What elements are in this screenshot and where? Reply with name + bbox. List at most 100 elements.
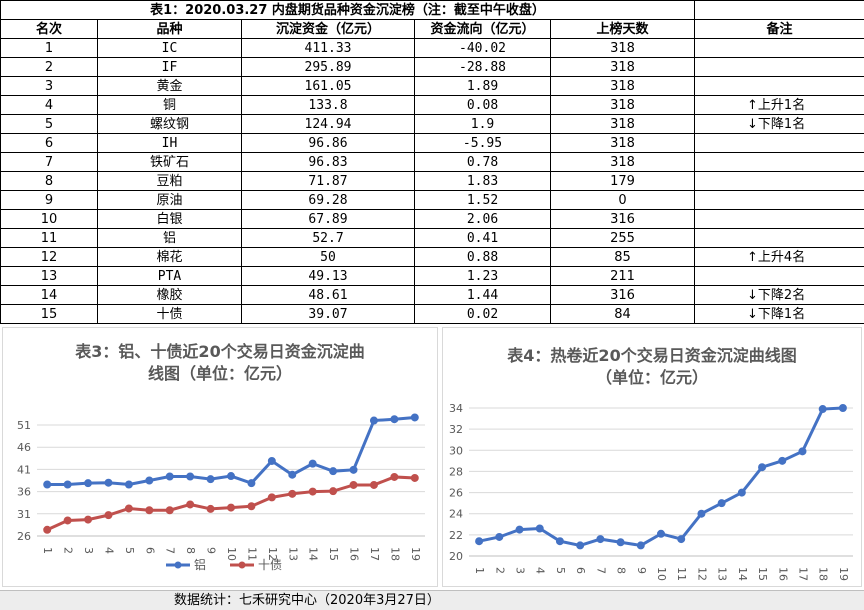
data-point <box>268 457 275 464</box>
y-tick-label: 31 <box>17 508 31 521</box>
data-point <box>309 488 316 495</box>
x-tick-label: 18 <box>817 567 830 581</box>
data-point <box>819 406 826 413</box>
x-tick-label: 8 <box>615 567 628 574</box>
fund-cell: 52.7 <box>242 229 415 248</box>
data-point <box>597 536 604 543</box>
header-cell: 备注 <box>695 20 864 39</box>
y-tick-label: 22 <box>449 529 463 542</box>
data-point <box>146 477 153 484</box>
rank-cell: 9 <box>1 191 98 210</box>
days-cell: 318 <box>551 58 695 77</box>
table-title: 表1：2020.03.27 内盘期货品种资金沉淀榜（注：截至中午收盘） <box>1 1 695 20</box>
legend-marker <box>239 562 246 569</box>
rank-cell: 13 <box>1 267 98 286</box>
x-tick-label: 11 <box>675 567 688 581</box>
x-tick-label: 2 <box>62 547 75 554</box>
x-tick-label: 11 <box>245 547 258 561</box>
fund-ranking-table-wrap: 表1：2020.03.27 内盘期货品种资金沉淀榜（注：截至中午收盘） 名次品种… <box>0 0 864 324</box>
data-point <box>166 473 173 480</box>
data-point <box>411 474 418 481</box>
data-point <box>207 476 214 483</box>
data-point <box>146 507 153 514</box>
note-cell: ↓下降1名 <box>695 115 864 134</box>
y-tick-label: 46 <box>17 441 31 454</box>
note-cell: ↓下降1名 <box>695 305 864 324</box>
data-point <box>779 457 786 464</box>
data-point <box>370 417 377 424</box>
flow-cell: 0.08 <box>415 96 551 115</box>
data-point <box>125 481 132 488</box>
rank-cell: 15 <box>1 305 98 324</box>
data-point <box>187 501 194 508</box>
days-cell: 318 <box>551 96 695 115</box>
variety-cell: 铜 <box>98 96 242 115</box>
note-cell: ↑上升4名 <box>695 248 864 267</box>
series-line <box>47 477 415 530</box>
flow-cell: -28.88 <box>415 58 551 77</box>
note-cell <box>695 77 864 96</box>
y-tick-label: 24 <box>449 508 463 521</box>
x-tick-label: 9 <box>205 547 218 554</box>
fund-cell: 96.86 <box>242 134 415 153</box>
x-tick-label: 15 <box>327 547 340 561</box>
x-tick-label: 9 <box>635 567 648 574</box>
table-title-blank <box>695 1 864 20</box>
rank-cell: 4 <box>1 96 98 115</box>
fund-cell: 295.89 <box>242 58 415 77</box>
data-point <box>476 538 483 545</box>
data-point <box>658 530 665 537</box>
x-tick-label: 17 <box>368 547 381 561</box>
note-cell <box>695 210 864 229</box>
x-tick-label: 14 <box>307 547 320 561</box>
days-cell: 179 <box>551 172 695 191</box>
fund-cell: 71.87 <box>242 172 415 191</box>
variety-cell: IC <box>98 39 242 58</box>
x-tick-label: 5 <box>554 567 567 574</box>
flow-cell: 1.23 <box>415 267 551 286</box>
footer-source: 数据统计：七禾研究中心（2020年3月27日） <box>174 591 440 610</box>
rank-cell: 12 <box>1 248 98 267</box>
y-tick-label: 41 <box>17 463 31 476</box>
rank-cell: 1 <box>1 39 98 58</box>
variety-cell: 白银 <box>98 210 242 229</box>
header-cell: 上榜天数 <box>551 20 695 39</box>
flow-cell: 1.52 <box>415 191 551 210</box>
days-cell: 318 <box>551 153 695 172</box>
variety-cell: IF <box>98 58 242 77</box>
x-tick-label: 6 <box>143 547 156 554</box>
y-tick-label: 26 <box>17 530 31 543</box>
note-cell: ↓下降2名 <box>695 286 864 305</box>
data-point <box>166 507 173 514</box>
variety-cell: 原油 <box>98 191 242 210</box>
days-cell: 318 <box>551 77 695 96</box>
note-cell <box>695 267 864 286</box>
x-tick-label: 10 <box>225 547 238 561</box>
y-tick-label: 28 <box>449 465 463 478</box>
x-tick-label: 19 <box>837 567 850 581</box>
x-tick-label: 7 <box>164 547 177 554</box>
data-point <box>617 539 624 546</box>
data-point <box>44 526 51 533</box>
fund-cell: 124.94 <box>242 115 415 134</box>
data-point <box>759 464 766 471</box>
fund-cell: 67.89 <box>242 210 415 229</box>
data-point <box>85 480 92 487</box>
y-tick-label: 30 <box>449 444 463 457</box>
data-point <box>248 503 255 510</box>
fund-cell: 133.8 <box>242 96 415 115</box>
rank-cell: 3 <box>1 77 98 96</box>
x-tick-label: 1 <box>41 547 54 554</box>
variety-cell: PTA <box>98 267 242 286</box>
